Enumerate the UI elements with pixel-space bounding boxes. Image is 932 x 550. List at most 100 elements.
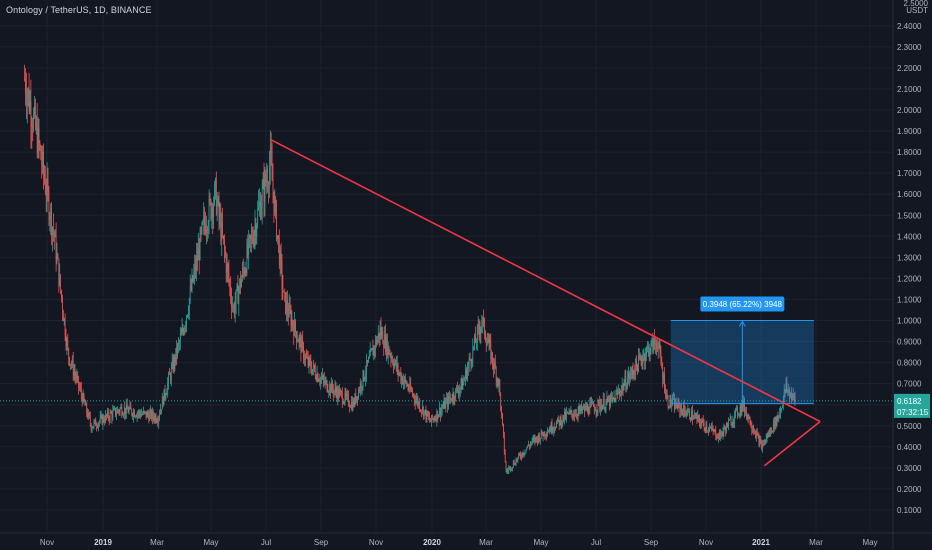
candle-body bbox=[155, 415, 157, 422]
time-label: May bbox=[862, 538, 877, 547]
candle-body bbox=[161, 397, 163, 410]
candle bbox=[643, 348, 645, 362]
candle-body bbox=[91, 427, 93, 430]
candle-body bbox=[461, 379, 463, 390]
candle-body bbox=[44, 180, 46, 193]
candle bbox=[181, 318, 183, 335]
candle-body bbox=[530, 443, 531, 447]
candle bbox=[508, 465, 510, 475]
time-axis[interactable]: Nov 2019 Mar May Jul Sep Nov 2020 Mar May Jul Sep No… bbox=[40, 538, 878, 547]
candle-body bbox=[110, 412, 112, 414]
candle-body bbox=[317, 373, 319, 382]
candle bbox=[232, 303, 234, 313]
candle bbox=[313, 359, 314, 376]
candle bbox=[543, 431, 545, 437]
candle bbox=[338, 385, 340, 402]
candle bbox=[149, 408, 151, 422]
candle bbox=[487, 333, 489, 344]
candle-body bbox=[160, 409, 161, 415]
candle-body bbox=[194, 264, 196, 273]
candle-body bbox=[542, 434, 544, 437]
candle bbox=[530, 440, 531, 449]
candle-body bbox=[379, 327, 381, 338]
candle-body bbox=[789, 389, 790, 398]
candle-body bbox=[77, 376, 79, 378]
candle-body bbox=[115, 408, 116, 415]
candle-body bbox=[568, 411, 570, 414]
candle bbox=[184, 325, 186, 336]
candle bbox=[218, 191, 220, 231]
candle bbox=[457, 385, 459, 399]
candle-body bbox=[548, 429, 550, 432]
candle bbox=[58, 258, 60, 293]
ascending-trendline[interactable] bbox=[763, 420, 821, 467]
candle bbox=[288, 294, 290, 318]
candle-body bbox=[676, 407, 678, 409]
candle bbox=[74, 363, 76, 383]
candle bbox=[440, 403, 442, 418]
candle bbox=[302, 330, 304, 352]
candle-body bbox=[85, 403, 87, 406]
candle-body bbox=[712, 429, 714, 432]
candle-body bbox=[408, 388, 410, 390]
candle bbox=[475, 326, 476, 344]
candle bbox=[217, 195, 219, 207]
candle bbox=[122, 410, 124, 416]
candle bbox=[501, 405, 503, 419]
candle bbox=[499, 378, 501, 397]
candle-body bbox=[485, 335, 486, 341]
candle bbox=[477, 316, 479, 335]
candle-body bbox=[364, 378, 366, 380]
candle bbox=[263, 162, 265, 218]
candle bbox=[134, 415, 136, 419]
descending-trendline[interactable] bbox=[269, 138, 821, 423]
candle-body bbox=[326, 380, 328, 391]
candle bbox=[371, 347, 373, 351]
candle-body bbox=[397, 364, 399, 374]
candle-body bbox=[168, 373, 169, 383]
candle bbox=[575, 409, 577, 419]
candle bbox=[671, 399, 673, 412]
candle bbox=[716, 434, 718, 441]
candle-body bbox=[327, 390, 329, 392]
candle-body bbox=[685, 414, 687, 416]
candle bbox=[720, 430, 722, 439]
candle bbox=[128, 406, 130, 415]
candle-body bbox=[269, 147, 271, 168]
candle-body bbox=[373, 346, 375, 356]
candle bbox=[256, 222, 258, 245]
candle bbox=[432, 417, 434, 423]
candle bbox=[641, 355, 643, 370]
candle bbox=[664, 367, 665, 394]
candle-body bbox=[523, 453, 525, 455]
candle bbox=[329, 380, 331, 396]
candle-body bbox=[274, 199, 276, 213]
candle-body bbox=[773, 421, 774, 432]
candle bbox=[25, 72, 27, 119]
candle-body bbox=[688, 409, 690, 411]
candle-body bbox=[320, 378, 322, 382]
measure-tool[interactable]: 0.3948 (65.22%) 3948 bbox=[670, 296, 814, 405]
candle bbox=[262, 171, 264, 190]
candle bbox=[323, 371, 325, 386]
candle bbox=[538, 432, 539, 445]
candle-body bbox=[465, 369, 466, 379]
current-price-label: 0.6182 bbox=[897, 397, 922, 406]
candle bbox=[524, 452, 526, 456]
candle bbox=[268, 150, 270, 198]
candle bbox=[728, 419, 730, 421]
candle bbox=[638, 348, 640, 361]
candle bbox=[154, 413, 156, 425]
candle bbox=[267, 165, 269, 193]
candle-body bbox=[463, 380, 465, 384]
candle-body bbox=[356, 396, 358, 402]
candle bbox=[635, 357, 637, 380]
trendlines[interactable] bbox=[269, 138, 821, 467]
candle-body bbox=[740, 406, 742, 413]
candle bbox=[147, 409, 149, 419]
price-scale[interactable]: 2.5000 USDT 2.40002.30002.20002.10002.00… bbox=[897, 0, 929, 515]
candle bbox=[410, 377, 412, 393]
candle-body bbox=[512, 467, 513, 469]
candle-body bbox=[25, 78, 26, 94]
